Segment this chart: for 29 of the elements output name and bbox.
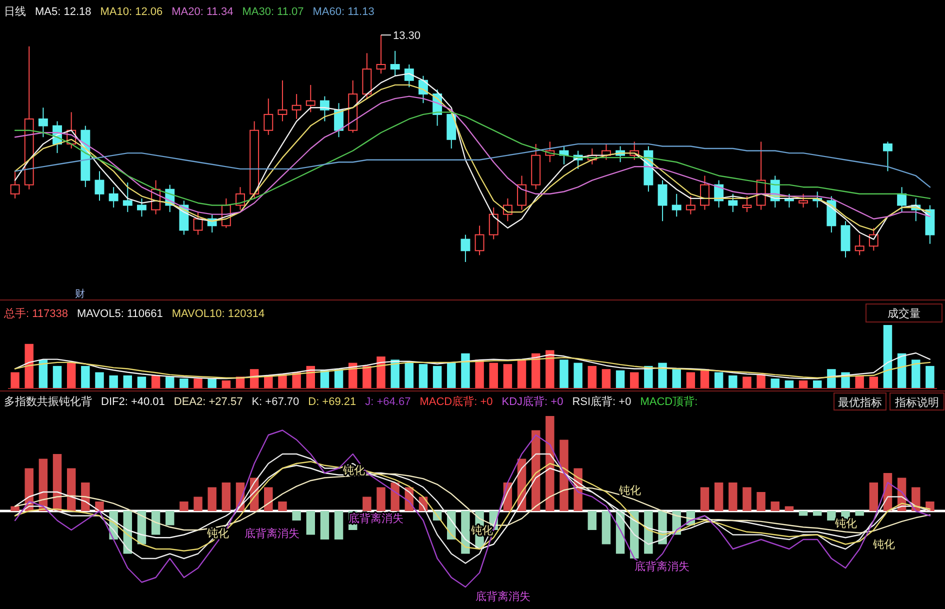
text: MA60: 11.13: [312, 6, 374, 18]
chart-title: 日线: [4, 5, 26, 18]
text: 财: [75, 288, 85, 300]
text: DIF2: +40.01: [101, 396, 165, 408]
text: 最优指标: [838, 397, 882, 409]
text: DEA2: +27.57: [174, 396, 243, 408]
text: 成交量: [888, 307, 920, 320]
text: MA30: 11.07: [242, 6, 304, 18]
text: KDJ底背: +0: [502, 395, 564, 408]
text: J: +64.67: [365, 396, 411, 408]
text: 指标说明: [894, 397, 939, 409]
chart-title: 多指数共振钝化背: [4, 395, 92, 408]
text: K: +67.70: [252, 396, 300, 408]
text: D: +69.21: [308, 396, 356, 408]
text: MAVOL10: 120314: [172, 308, 265, 320]
annotation: 钝化: [618, 485, 641, 497]
text: MACD底背: +0: [420, 395, 493, 408]
annotation: 底背离消失: [244, 527, 300, 540]
text: MACD顶背:: [640, 395, 698, 408]
text: MA10: 12.06: [100, 6, 163, 18]
text: MA20: 11.34: [172, 6, 234, 18]
annotation: 钝化: [872, 539, 895, 551]
text: RSI底背: +0: [572, 395, 632, 408]
annotation: 13.30: [393, 30, 421, 42]
annotation: 钝化: [834, 518, 857, 530]
text: 底背离消失: [476, 590, 530, 603]
text: MA5: 12.18: [35, 6, 92, 18]
text: MAVOL5: 110661: [77, 308, 163, 320]
chart-title: 总手: 117338: [3, 307, 68, 320]
